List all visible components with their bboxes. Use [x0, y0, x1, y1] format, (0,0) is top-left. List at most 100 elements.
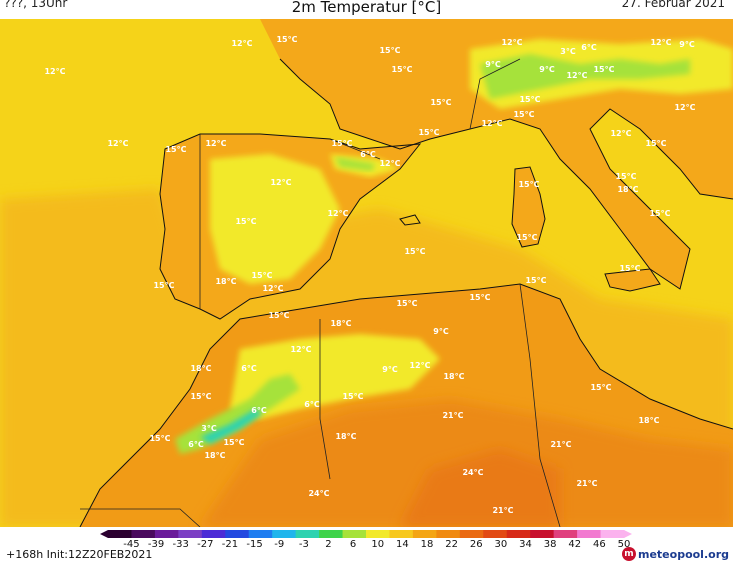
- scale-tick-label: 26: [469, 539, 483, 550]
- temperature-label: 3°C: [201, 424, 217, 433]
- scale-tick-label: 34: [519, 539, 532, 550]
- temperature-label: 21°C: [576, 479, 597, 488]
- cool-zone-meseta: [210, 154, 340, 284]
- temperature-label: 15°C: [165, 145, 186, 154]
- temperature-label: 24°C: [308, 489, 329, 498]
- temperature-label: 15°C: [418, 128, 439, 137]
- temperature-label: 3°C: [560, 47, 576, 56]
- temperature-label: 15°C: [593, 65, 614, 74]
- temperature-label: 15°C: [519, 95, 540, 104]
- temperature-label: 12°C: [231, 39, 252, 48]
- temperature-label: 9°C: [539, 65, 555, 74]
- scale-tick-label: -45: [123, 539, 140, 550]
- logo-text: meteopool.org: [638, 547, 729, 561]
- country-borders: [80, 58, 561, 527]
- time-label: ???, 13Uhr: [4, 0, 68, 10]
- scale-tick-label: 38: [543, 539, 557, 550]
- scale-tick-label: 42: [568, 539, 582, 550]
- temperature-label: 12°C: [501, 38, 522, 47]
- cold-zone-pyrenees: [335, 157, 375, 171]
- temperature-map: 12°C 15°C 15°C 15°C 12°C 3°C 6°C 9°C 12°C 12°C 9°C…: [0, 19, 733, 527]
- scale-tick-label: 46: [592, 539, 606, 550]
- temperature-label: 15°C: [276, 35, 297, 44]
- island-sicily: [605, 269, 660, 291]
- footer: -45 -39 -33 -27 -21 -15 -9 -3 2 6 10 14 18 22 26 30 34 38…: [0, 527, 733, 566]
- temperature-label: 15°C: [518, 180, 539, 189]
- temperature-label: 15°C: [251, 271, 272, 280]
- color-scale-high-arrow: [624, 530, 632, 538]
- temperature-label: 12°C: [290, 345, 311, 354]
- cold-zone-alps: [480, 54, 690, 99]
- temperature-label: 18°C: [190, 364, 211, 373]
- temperature-label: 18°C: [638, 416, 659, 425]
- temperature-label: 15°C: [223, 438, 244, 447]
- scale-tick-label: 22: [445, 539, 458, 550]
- temperature-label: 18°C: [617, 185, 638, 194]
- color-scale-cell: [319, 530, 344, 538]
- color-scale-cell: [248, 530, 273, 538]
- temperature-label: 15°C: [379, 46, 400, 55]
- color-scale-cell: [459, 530, 484, 538]
- color-scale-low-arrow: [100, 530, 108, 538]
- scale-tick-label: 50: [617, 539, 631, 550]
- color-scale-cell: [389, 530, 414, 538]
- scale-tick-label: 6: [349, 539, 357, 550]
- temperature-label: 12°C: [262, 284, 283, 293]
- map-title: 2m Temperatur [°C]: [291, 0, 442, 16]
- color-scale-cell: [272, 530, 297, 538]
- temperature-label: 15°C: [590, 383, 611, 392]
- scale-tick-label: 18: [420, 539, 434, 550]
- color-scale-cell: [201, 530, 226, 538]
- color-scale-cell: [342, 530, 367, 538]
- temperature-label: 15°C: [430, 98, 451, 107]
- color-scale-cell: [577, 530, 602, 538]
- temperature-label: 15°C: [396, 299, 417, 308]
- temperature-labels: 12°C 15°C 15°C 15°C 12°C 3°C 6°C 9°C 12°C 12°C 9°C…: [44, 35, 695, 515]
- temperature-label: 9°C: [382, 365, 398, 374]
- color-scale-cell: [295, 530, 320, 538]
- temperature-label: 6°C: [188, 440, 204, 449]
- temperature-label: 15°C: [404, 247, 425, 256]
- temperature-label: 15°C: [525, 276, 546, 285]
- temperature-label: 15°C: [342, 392, 363, 401]
- temperature-label: 9°C: [433, 327, 449, 336]
- temperature-label: 6°C: [360, 150, 376, 159]
- temperature-label: 12°C: [107, 139, 128, 148]
- scale-tick-label: -39: [147, 539, 165, 550]
- temperature-label: 6°C: [581, 43, 597, 52]
- temperature-label: 15°C: [235, 217, 256, 226]
- temperature-label: 12°C: [610, 129, 631, 138]
- temperature-label: 21°C: [550, 440, 571, 449]
- temperature-label: 21°C: [492, 506, 513, 515]
- scale-tick-label: 10: [371, 539, 385, 550]
- temperature-label: 15°C: [619, 264, 640, 273]
- scale-tick-label: -33: [172, 539, 189, 550]
- temperature-label: 9°C: [679, 40, 695, 49]
- logo-icon: m: [622, 547, 636, 561]
- color-scale-cell: [553, 530, 578, 538]
- color-scale-cell: [154, 530, 179, 538]
- temperature-label: 12°C: [270, 178, 291, 187]
- temperature-label: 12°C: [327, 209, 348, 218]
- color-scale-cell: [506, 530, 531, 538]
- color-scale-cell: [225, 530, 250, 538]
- color-scale-cell: [530, 530, 555, 538]
- temperature-label: 18°C: [204, 451, 225, 460]
- temperature-label: 15°C: [516, 233, 537, 242]
- temperature-label: 15°C: [469, 293, 490, 302]
- scale-tick-label: 14: [395, 539, 409, 550]
- init-label: +168h Init:12Z20FEB2021: [6, 548, 153, 561]
- scale-tick-label: -9: [274, 539, 285, 550]
- temperature-label: 15°C: [513, 110, 534, 119]
- header: ???, 13Uhr 2m Temperatur [°C] 27. Februa…: [0, 0, 733, 20]
- color-scale: [100, 530, 632, 538]
- temperature-label: 18°C: [335, 432, 356, 441]
- scale-tick-label: -3: [298, 539, 309, 550]
- meteopool-logo[interactable]: m meteopool.org: [622, 545, 729, 563]
- hottest-zone: [400, 449, 560, 527]
- temperature-label: 15°C: [645, 139, 666, 148]
- temperature-label: 12°C: [481, 119, 502, 128]
- temperature-label: 6°C: [304, 400, 320, 409]
- temperature-label: 12°C: [650, 38, 671, 47]
- color-scale-cell: [436, 530, 461, 538]
